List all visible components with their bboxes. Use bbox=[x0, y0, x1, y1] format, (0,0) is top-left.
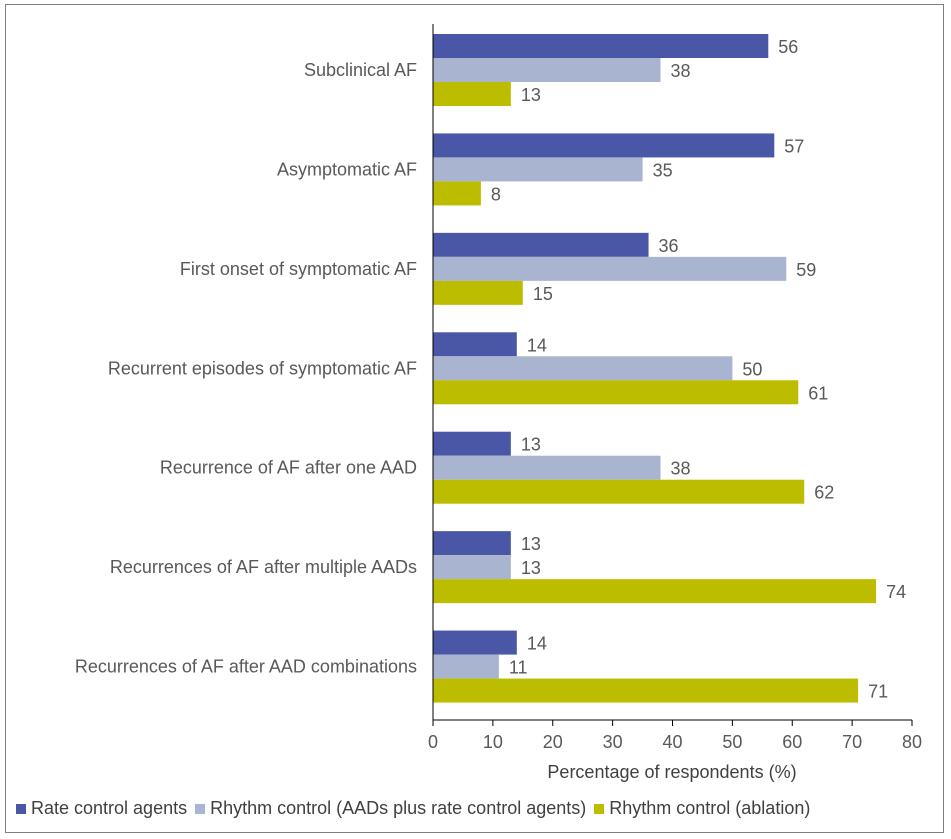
bar bbox=[433, 58, 661, 82]
chart-plot: 56 38 13 57 35 8 36 59 15 14 50 61 13 38 62 13 13 74 14 11 7… bbox=[75, 24, 922, 782]
bar-value-label: 14 bbox=[527, 634, 547, 654]
bar-value-label: 38 bbox=[671, 459, 691, 479]
legend-item: Rhythm control (ablation) bbox=[594, 798, 810, 819]
bar-value-label: 11 bbox=[509, 658, 528, 678]
chart-frame bbox=[5, 4, 944, 833]
x-axis-title: Percentage of respondents (%) bbox=[547, 762, 796, 782]
bar bbox=[433, 431, 511, 456]
legend-item: Rate control agents bbox=[16, 798, 187, 819]
bar bbox=[433, 280, 523, 305]
legend-label: Rate control agents bbox=[31, 798, 188, 818]
x-tick-label: 10 bbox=[483, 732, 503, 752]
bar bbox=[433, 34, 769, 58]
x-tick-label: 60 bbox=[782, 732, 802, 752]
legend-swatch bbox=[195, 803, 206, 814]
bar bbox=[433, 479, 805, 504]
bar-value-label: 57 bbox=[784, 136, 804, 156]
x-tick-label: 0 bbox=[428, 732, 438, 752]
category-label: First onset of symptomatic AF bbox=[180, 259, 417, 279]
bar-value-label: 8 bbox=[491, 184, 501, 204]
bar bbox=[433, 332, 517, 357]
bar-value-label: 74 bbox=[886, 582, 906, 602]
category-label: Recurrence of AF after one AAD bbox=[160, 458, 417, 478]
category-label: Recurrences of AF after multiple AADs bbox=[110, 557, 417, 577]
bar bbox=[433, 531, 511, 556]
bar bbox=[433, 455, 661, 480]
bar-value-label: 59 bbox=[796, 260, 816, 280]
bar-value-label: 61 bbox=[808, 383, 828, 403]
x-tick-label: 70 bbox=[842, 732, 862, 752]
bar-value-label: 38 bbox=[671, 61, 691, 81]
bar bbox=[433, 181, 481, 206]
x-tick-label: 30 bbox=[603, 732, 623, 752]
bar bbox=[433, 232, 649, 257]
x-tick-label: 40 bbox=[662, 732, 682, 752]
legend-label: Rhythm control (ablation) bbox=[609, 798, 811, 818]
bar-value-label: 71 bbox=[868, 682, 888, 702]
category-label: Subclinical AF bbox=[304, 60, 417, 80]
category-label: Recurrences of AF after AAD combinations bbox=[75, 657, 417, 677]
bar bbox=[433, 678, 859, 703]
legend-swatch bbox=[594, 803, 605, 814]
bar-value-label: 15 bbox=[533, 284, 553, 304]
bar bbox=[433, 256, 787, 281]
legend-label: Rhythm control (AADs plus rate control a… bbox=[210, 798, 587, 818]
bar bbox=[433, 82, 511, 106]
legend-swatch bbox=[16, 803, 26, 814]
bar-value-label: 50 bbox=[742, 359, 762, 379]
bar bbox=[433, 356, 733, 381]
bar-value-label: 13 bbox=[521, 85, 541, 105]
bar-value-label: 14 bbox=[527, 335, 547, 355]
bar bbox=[433, 157, 643, 182]
x-tick-label: 80 bbox=[902, 732, 922, 752]
category-label: Asymptomatic AF bbox=[277, 159, 417, 179]
bar bbox=[433, 133, 775, 158]
bar-value-label: 13 bbox=[521, 534, 541, 554]
bar bbox=[433, 654, 499, 679]
bar-value-label: 13 bbox=[521, 558, 541, 578]
x-tick-label: 20 bbox=[543, 732, 563, 752]
bar bbox=[433, 579, 877, 604]
bar-value-label: 35 bbox=[653, 160, 673, 180]
bar bbox=[433, 380, 799, 405]
bar-value-label: 56 bbox=[778, 37, 798, 57]
legend-item: Rhythm control (AADs plus rate control a… bbox=[195, 798, 586, 819]
bar-value-label: 36 bbox=[659, 236, 679, 256]
legend: Rate control agents Rhythm control (AADs … bbox=[16, 798, 818, 819]
x-tick-label: 50 bbox=[722, 732, 742, 752]
category-label: Recurrent episodes of symptomatic AF bbox=[108, 358, 417, 378]
bar-value-label: 13 bbox=[521, 435, 541, 455]
bar-value-label: 62 bbox=[814, 483, 834, 503]
bar bbox=[433, 630, 517, 655]
bar bbox=[433, 555, 511, 580]
